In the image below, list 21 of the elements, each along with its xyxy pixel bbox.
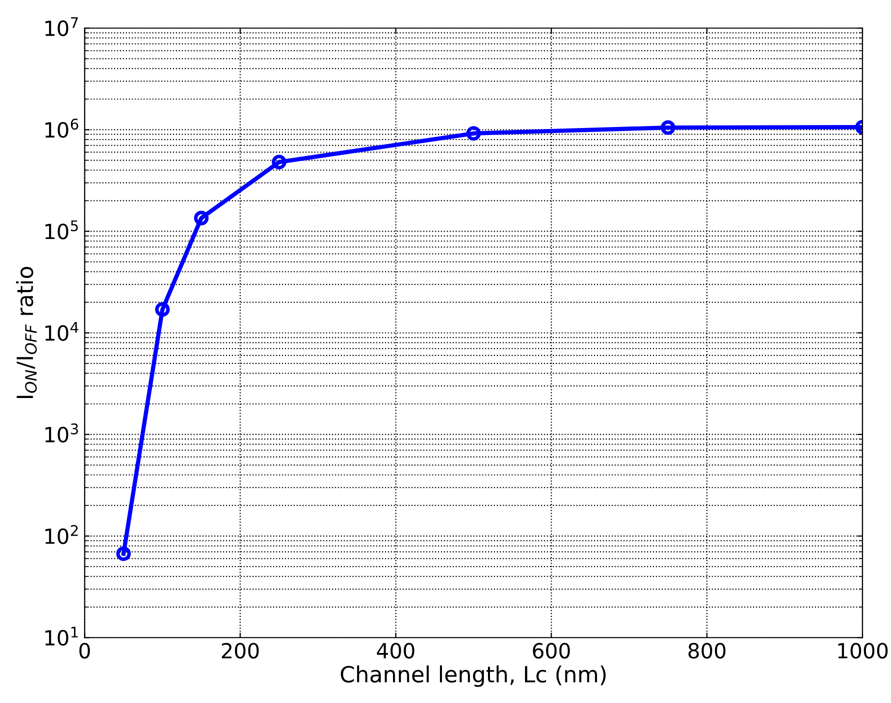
x-tick-label: 1000 [838,642,888,659]
y-tick-label: 10$^{7}$ [45,17,78,36]
point [155,302,170,317]
point [660,120,676,135]
y-tick-label: 10$^{3}$ [45,423,78,443]
y-tick-label: 10$^{5}$ [45,220,78,240]
y-tick-label: 10$^{1}$ [45,626,78,646]
y-tick-label: 10$^{4}$ [45,322,78,341]
y-tick-label: 10$^{2}$ [45,524,78,544]
point [116,546,131,561]
y-tick-label: 10$^{6}$ [45,118,78,138]
x-tick-label: 800 [688,642,726,659]
point [194,210,209,226]
x-tick-label: 400 [376,642,414,659]
x-axis-title: Channel length, Lc (nm) [340,665,606,687]
point [466,126,481,141]
x-tick-label: 600 [532,642,570,659]
y-axis-title: I$_{ON}$/I$_{OFF}$ ratio [16,266,37,398]
x-tick-label: 0 [79,642,90,659]
point [272,154,286,170]
x-tick-label: 200 [222,642,259,659]
